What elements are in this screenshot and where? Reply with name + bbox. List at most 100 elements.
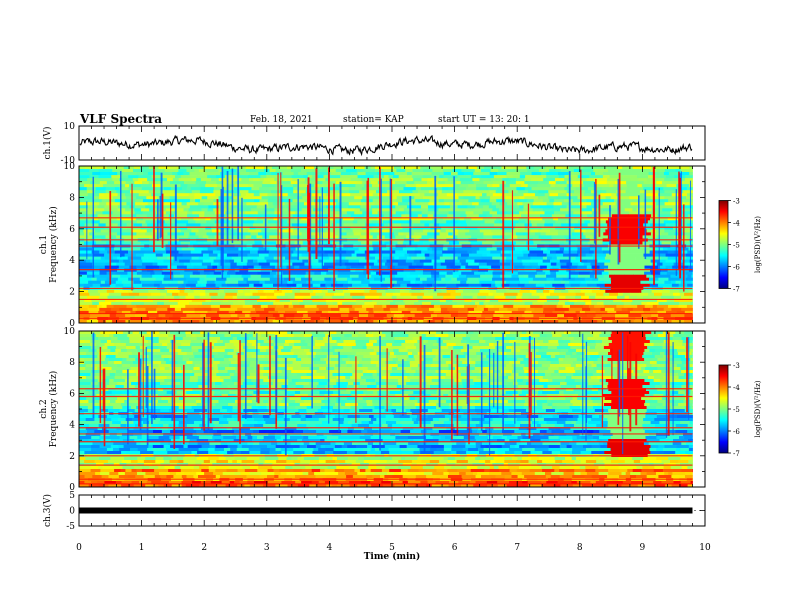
spectrum-cell: [135, 187, 143, 191]
spectrum-cell: [178, 208, 184, 212]
spectrum-cell: [604, 262, 619, 266]
spectrum-cell: [84, 223, 99, 227]
spectrum-cell: [237, 217, 244, 221]
spectrum-cell: [445, 229, 454, 233]
spectrum-cell: [86, 187, 96, 191]
spectrum-cell: [675, 202, 690, 206]
spectrum-cell: [686, 253, 693, 257]
spectrum-cell: [471, 217, 484, 221]
spectrum-cell: [349, 310, 360, 315]
spectrum-cell: [389, 307, 399, 312]
spectrum-cell: [230, 331, 240, 335]
spectrum-cell: [373, 310, 385, 315]
spectrum-cell: [377, 259, 387, 263]
spectrum-cell: [488, 268, 494, 273]
spectrum-cell: [112, 193, 118, 197]
spectrum-cell: [679, 277, 687, 282]
date-label: Feb. 18, 2021: [250, 115, 313, 125]
spectrum-cell: [290, 349, 305, 353]
spectrum-cell: [686, 223, 693, 227]
spectrum-cell: [145, 265, 160, 269]
spectrum-cell: [391, 370, 406, 374]
spectrum-cell: [364, 277, 369, 282]
spectrum-cell: [316, 169, 328, 173]
spectrum-cell: [423, 292, 438, 297]
spectrum-cell: [496, 364, 507, 368]
spectrum-cell: [648, 172, 656, 176]
spectrum-cell: [129, 340, 137, 344]
spectrum-cell: [198, 268, 205, 273]
spectrum-cell: [352, 229, 361, 233]
spectrum-cell: [147, 178, 155, 182]
spectrum-cell: [341, 196, 355, 200]
spectrum-cell: [563, 196, 578, 200]
spectrum-cell: [456, 226, 466, 230]
spectrum-cell: [364, 289, 370, 294]
spectrum-cell: [580, 280, 587, 285]
spectrum-cell: [147, 256, 158, 260]
spectrum-cell: [463, 196, 476, 200]
spectrum-cell: [406, 166, 421, 170]
spectrum-cell: [537, 184, 551, 188]
spectrum-cell: [135, 313, 147, 318]
spectrum-cell: [617, 370, 625, 374]
spectrum-cell: [79, 274, 88, 279]
spectrum-cell: [573, 169, 581, 173]
spectrum-cell: [433, 304, 441, 309]
spectrum-cell: [110, 283, 116, 288]
spectrum-cell: [208, 301, 221, 306]
spectrum-cell: [612, 265, 623, 269]
spectrum-cell: [512, 343, 521, 347]
spectrum-cell: [674, 217, 681, 221]
spectrum-cell: [158, 217, 170, 221]
spectrum-cell: [300, 340, 306, 344]
spectrum-cell: [646, 178, 654, 182]
spectrum-cell: [392, 196, 398, 200]
spectrum-cell: [674, 346, 686, 350]
spectrum-cell: [667, 247, 677, 251]
spectrum-cell: [644, 349, 650, 353]
spectrum-cell: [370, 259, 378, 263]
spectrum-cell: [379, 295, 393, 300]
spectrum-cell: [663, 247, 668, 251]
spectrum-cell: [267, 199, 282, 203]
spectrum-cell: [432, 217, 444, 221]
spectrum-cell: [125, 343, 140, 347]
spectrum-cell: [386, 259, 399, 263]
spectrum-cell: [468, 346, 473, 350]
spectrum-cell: [229, 340, 240, 344]
spectrum-cell: [390, 310, 403, 315]
spectrum-cell: [583, 241, 589, 245]
spectrum-cell: [258, 364, 263, 368]
spectrum-cell: [604, 283, 618, 288]
spectrum-cell: [410, 295, 418, 300]
spectrum-cell: [653, 178, 665, 182]
spectrum-cell: [292, 280, 307, 285]
spectrum-cell: [691, 274, 693, 279]
spectrum-cell: [645, 256, 653, 260]
spectrum-cell: [549, 169, 557, 173]
spectrum-cell: [523, 205, 531, 209]
spectrum-cell: [248, 184, 254, 188]
spectrum-cell: [537, 262, 552, 266]
spectrum-cell: [664, 226, 674, 230]
spectrum-cell: [609, 184, 614, 188]
spectrum-cell: [301, 253, 307, 257]
spectrum-cell: [303, 175, 309, 179]
spectrum-cell: [684, 301, 692, 306]
spectrum-cell: [503, 358, 518, 362]
spectrum-cell: [465, 232, 478, 236]
spectrum-cell: [401, 373, 410, 377]
spectrum-cell: [479, 340, 486, 344]
spectrum-cell: [306, 280, 320, 285]
spectrum-cell: [667, 217, 676, 221]
spectrum-cell: [348, 205, 361, 209]
spectrum-cell: [654, 199, 669, 203]
spectrum-cell: [150, 292, 161, 297]
spectrum-cell: [383, 307, 391, 312]
spectrum-cell: [626, 181, 638, 185]
spectrum-cell: [164, 358, 170, 362]
spectrum-cell: [293, 184, 298, 188]
spectrum-cell: [83, 283, 93, 288]
spectrum-cell: [503, 223, 516, 227]
